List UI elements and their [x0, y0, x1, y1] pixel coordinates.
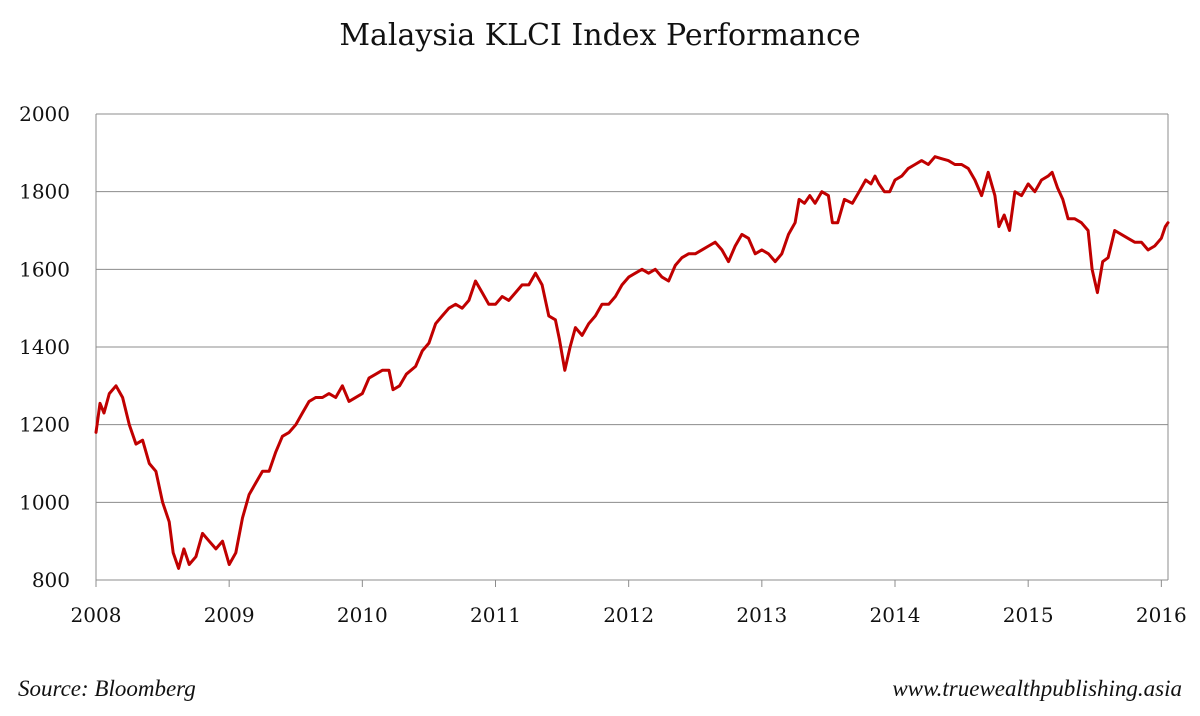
series-line-klci: [94, 155, 1170, 570]
website-credit: www.truewealthpublishing.asia: [892, 676, 1182, 701]
x-tick-label-2014: 2014: [870, 603, 921, 627]
y-tick-label-1400: 1400: [19, 335, 70, 359]
x-tick-label-2013: 2013: [736, 603, 787, 627]
y-tick-label-1600: 1600: [19, 257, 70, 281]
x-tick-label-2009: 2009: [204, 603, 255, 627]
y-tick-label-2000: 2000: [19, 102, 70, 126]
y-tick-label-1800: 1800: [19, 180, 70, 204]
x-tick-label-2011: 2011: [470, 603, 521, 627]
y-tick-label-800: 800: [32, 568, 70, 592]
x-tick-label-2016: 2016: [1136, 603, 1187, 627]
x-tick-label-2008: 2008: [71, 603, 122, 627]
x-tick-label-2012: 2012: [603, 603, 654, 627]
source-note: Source: Bloomberg: [18, 676, 196, 701]
x-tick-label-2015: 2015: [1003, 603, 1054, 627]
chart-title: Malaysia KLCI Index Performance: [339, 18, 861, 53]
y-tick-label-1000: 1000: [19, 490, 70, 514]
x-tick-label-2010: 2010: [337, 603, 388, 627]
y-tick-label-1200: 1200: [19, 413, 70, 437]
